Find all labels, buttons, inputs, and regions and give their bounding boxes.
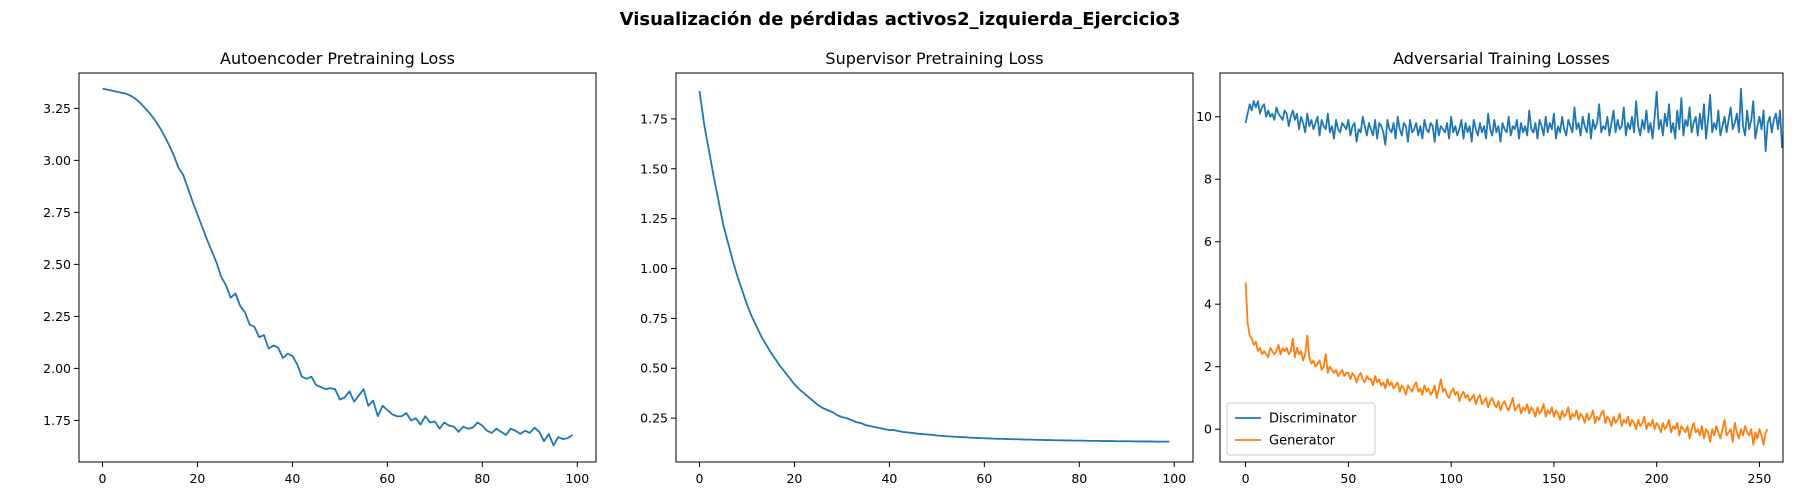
x-tick-label: 60 [976,471,992,486]
y-tick-label: 1.00 [640,261,668,276]
legend-label-generator: Generator [1269,434,1336,449]
x-tick-label: 150 [1542,471,1566,486]
chart-1: Autoencoder Pretraining Loss 0 20 40 60 80 100… [43,49,597,486]
y-tick-label: 0.50 [640,361,668,376]
chart-2: Supervisor Pretraining Loss 0 20 40 60 80 100 0… [640,49,1194,486]
chart-title: Autoencoder Pretraining Loss [220,49,455,68]
y-tick-label: 6 [1204,234,1212,249]
chart-title: Adversarial Training Losses [1393,49,1610,68]
y-tick-label: 1.75 [43,413,71,428]
y-tick-label: 3.25 [43,101,71,116]
y-tick-label: 4 [1204,297,1212,312]
y-tick-label: 3.00 [43,153,71,168]
y-tick-label: 0.75 [640,311,668,326]
x-tick-label: 20 [189,471,205,486]
chart-title: Supervisor Pretraining Loss [825,49,1043,68]
y-tick-label: 1.50 [640,161,668,176]
legend-box [1226,402,1376,456]
x-tick-label: 100 [565,471,589,486]
series-line-1 [102,87,573,447]
x-tick-label: 20 [786,471,802,486]
x-tick-label: 80 [1071,471,1087,486]
x-tick-label: 40 [284,471,300,486]
y-tick-label: 2.25 [43,309,71,324]
plot-frame [675,72,1194,463]
legend: Discriminator Generator [1226,402,1376,456]
x-tick-label: 100 [1439,471,1463,486]
legend-label-discriminator: Discriminator [1269,412,1357,427]
x-tick-label: 60 [379,471,395,486]
y-tick-label: 0 [1204,422,1212,437]
x-tick-label: 0 [1242,471,1250,486]
figure-suptitle: Visualización de pérdidas activos2_izqui… [620,9,1181,30]
x-tick-label: 100 [1162,471,1186,486]
y-tick-label: 1.75 [640,111,668,126]
x-tick-label: 40 [881,471,897,486]
y-tick-label: 10 [1196,109,1212,124]
series-line-discriminator [1244,87,1783,153]
y-tick-label: 2.50 [43,257,71,272]
x-tick-label: 200 [1645,471,1669,486]
y-tick-label: 1.25 [640,211,668,226]
series-line-generator [1244,282,1769,446]
x-tick-label: 80 [474,471,490,486]
x-tick-label: 250 [1748,471,1772,486]
y-tick-label: 8 [1204,172,1212,187]
x-tick-label: 50 [1340,471,1356,486]
series-line-1 [698,90,1170,443]
plot-frame [78,72,597,463]
y-tick-label: 0.25 [640,411,668,426]
x-tick-label: 0 [99,471,107,486]
y-tick-label: 2.00 [43,361,71,376]
plot-frame [1219,72,1784,463]
x-tick-label: 0 [696,471,704,486]
y-tick-label: 2.75 [43,205,71,220]
y-tick-label: 2 [1204,359,1212,374]
